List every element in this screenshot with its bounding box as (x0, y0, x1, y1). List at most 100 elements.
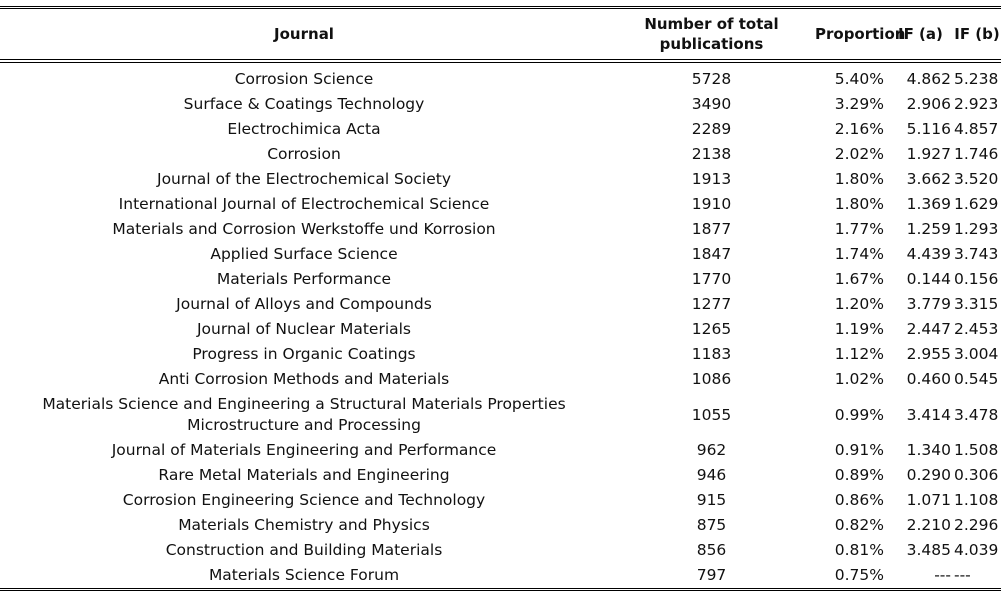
cell-number-of-publications: 3490 (691, 95, 732, 113)
cell-journal: Progress in Organic Coatings (0, 342, 608, 367)
table-row: Construction and Building Materials 856 0.… (0, 538, 1001, 563)
cell-proportion: 5.40% (834, 70, 884, 88)
cell-proportion: 1.77% (834, 220, 884, 238)
journal-name: Applied Surface Science (210, 245, 398, 263)
journal-name: Corrosion Engineering Science and Techno… (122, 491, 486, 509)
cell-proportion: 1.80% (834, 170, 884, 188)
cell-journal: Applied Surface Science (0, 242, 608, 267)
table-row: Journal of Alloys and Compounds 1277 1.20%… (0, 292, 1001, 317)
cell-number-of-publications: 1183 (691, 345, 732, 363)
cell-journal: Corrosion (0, 142, 608, 167)
cell-number-of-publications: 1913 (691, 170, 732, 188)
cell-proportion: 1.80% (834, 195, 884, 213)
journal-name: Materials Science Forum (208, 566, 400, 584)
cell-number-of-publications: 962 (696, 441, 727, 459)
cell-journal: Corrosion Engineering Science and Techno… (0, 488, 608, 513)
journal-publications-table: Journal Number of total publications Pro… (0, 6, 1001, 591)
cell-proportion: 1.12% (834, 345, 884, 363)
journal-name: Materials Science and Engineering a Stru… (42, 395, 566, 434)
table-row: Journal of Nuclear Materials 1265 1.19% 2.4… (0, 317, 1001, 342)
table-row: Corrosion Science 5728 5.40% 4.862 5.238 (0, 61, 1001, 92)
cell-proportion: 1.74% (834, 245, 884, 263)
cell-number-of-publications: 1055 (691, 405, 732, 424)
cell-journal: Electrochimica Acta (0, 117, 608, 142)
table-row: International Journal of Electrochemical… (0, 192, 1001, 217)
table-row: Applied Surface Science 1847 1.74% 4.439 3.7… (0, 242, 1001, 267)
cell-proportion: 0.81% (834, 541, 884, 559)
cell-number-of-publications: 915 (696, 491, 727, 509)
table-row: Journal of the Electrochemical Society 19… (0, 167, 1001, 192)
cell-if-a: 0.144 (906, 270, 951, 288)
table-row: Rare Metal Materials and Engineering 946 0… (0, 463, 1001, 488)
cell-proportion: 1.67% (834, 270, 884, 288)
cell-journal: Construction and Building Materials (0, 538, 608, 563)
table-row: Electrochimica Acta 2289 2.16% 5.116 4.857 (0, 117, 1001, 142)
cell-if-b: 2.453 (954, 320, 999, 338)
cell-if-a: 2.955 (906, 345, 951, 363)
cell-journal: Journal of Alloys and Compounds (0, 292, 608, 317)
cell-if-b: 1.508 (954, 441, 999, 459)
cell-number-of-publications: 1847 (691, 245, 732, 263)
cell-if-b: 3.315 (954, 295, 999, 313)
cell-if-b: 1.629 (954, 195, 999, 213)
cell-if-a: 0.290 (906, 466, 951, 484)
cell-if-b: 2.923 (954, 95, 999, 113)
cell-if-a: 3.662 (906, 170, 951, 188)
cell-if-a: 2.906 (906, 95, 951, 113)
cell-journal: Materials Performance (0, 267, 608, 292)
table-row: Corrosion Engineering Science and Techno… (0, 488, 1001, 513)
cell-number-of-publications: 1910 (691, 195, 732, 213)
cell-number-of-publications: 1265 (691, 320, 732, 338)
header-journal: Journal (0, 6, 608, 63)
cell-if-a: 4.439 (906, 245, 951, 263)
table-row: Progress in Organic Coatings 1183 1.12% 2.9… (0, 342, 1001, 367)
cell-if-b: 3.478 (954, 405, 999, 424)
cell-proportion: 1.20% (834, 295, 884, 313)
journal-name: Anti Corrosion Methods and Materials (158, 370, 450, 388)
cell-number-of-publications: 2138 (691, 145, 732, 163)
cell-number-of-publications: 946 (696, 466, 727, 484)
cell-if-a: 1.340 (906, 441, 951, 459)
cell-if-a: 3.779 (906, 295, 951, 313)
table-header: Journal Number of total publications Pro… (0, 6, 1001, 63)
cell-proportion: 0.91% (834, 441, 884, 459)
cell-number-of-publications: 875 (696, 516, 727, 534)
journal-name: Electrochimica Acta (227, 120, 381, 138)
table-row: Materials Chemistry and Physics 875 0.82% 2… (0, 513, 1001, 538)
cell-journal: International Journal of Electrochemical… (0, 192, 608, 217)
cell-proportion: 0.82% (834, 516, 884, 534)
cell-if-b: 2.296 (954, 516, 999, 534)
cell-number-of-publications: 2289 (691, 120, 732, 138)
table-row: Materials Science and Engineering a Stru… (0, 392, 1001, 438)
journal-name: Surface & Coatings Technology (183, 95, 425, 113)
cell-journal: Journal of Materials Engineering and Per… (0, 438, 608, 463)
table-row: Materials and Corrosion Werkstoffe und K… (0, 217, 1001, 242)
cell-if-b: 0.156 (954, 270, 999, 288)
cell-number-of-publications: 5728 (691, 70, 732, 88)
cell-if-a: 2.210 (906, 516, 951, 534)
cell-number-of-publications: 1770 (691, 270, 732, 288)
header-if-a: IF (a) (898, 6, 953, 63)
cell-journal: Journal of the Electrochemical Society (0, 167, 608, 192)
cell-journal: Materials Chemistry and Physics (0, 513, 608, 538)
journal-table-container: Journal Number of total publications Pro… (0, 6, 1001, 591)
journal-name: Progress in Organic Coatings (192, 345, 416, 363)
journal-name: Materials Chemistry and Physics (178, 516, 430, 534)
cell-if-b: 3.743 (954, 245, 999, 263)
cell-journal: Surface & Coatings Technology (0, 92, 608, 117)
cell-if-b: 5.238 (954, 70, 999, 88)
cell-number-of-publications: 1086 (691, 370, 732, 388)
cell-proportion: 0.99% (834, 405, 884, 424)
journal-name: Journal of Materials Engineering and Per… (111, 441, 497, 459)
cell-proportion: 0.89% (834, 466, 884, 484)
header-proportion: Proportion (815, 6, 905, 63)
cell-journal: Rare Metal Materials and Engineering (0, 463, 608, 488)
journal-name: Materials and Corrosion Werkstoffe und K… (112, 220, 496, 238)
cell-if-b: 1.293 (954, 220, 999, 238)
cell-if-a: 5.116 (906, 120, 951, 138)
table-row: Surface & Coatings Technology 3490 3.29% 2.… (0, 92, 1001, 117)
cell-if-a: 1.071 (906, 491, 951, 509)
cell-journal: Anti Corrosion Methods and Materials (0, 367, 608, 392)
table-row: Corrosion 2138 2.02% 1.927 1.746 (0, 142, 1001, 167)
cell-if-a: 1.927 (906, 145, 951, 163)
